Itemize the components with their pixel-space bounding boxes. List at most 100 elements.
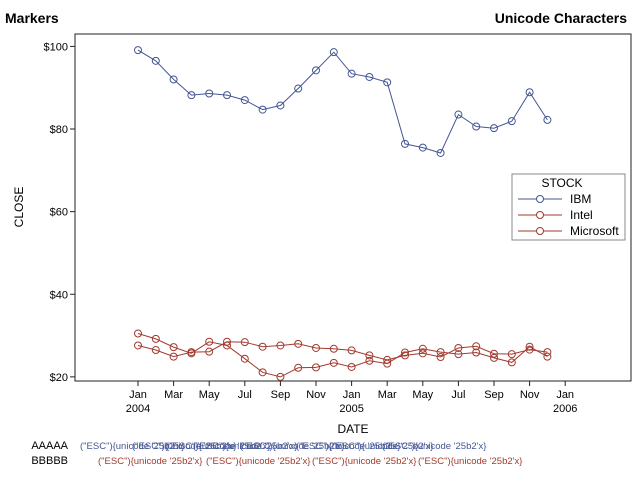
legend-marker [536,195,544,203]
data-point-microsoft [329,344,338,353]
x-tick-label: Jan [343,389,361,401]
footnote-row2-item: ("ESC"){unicode '25b2'x} [312,456,416,467]
chart-title-left: Markers [5,10,59,26]
data-point-ibm [472,122,481,131]
data-point-microsoft [294,339,303,348]
footnote-row1-item: ("ESC"){unicode '25b2'x} [166,441,270,452]
series-line-intel [137,333,548,378]
legend-marker [536,227,544,235]
data-point-ibm [276,101,285,110]
data-point-microsoft [258,342,267,351]
data-point-ibm [418,143,427,152]
data-point-ibm [525,88,534,97]
data-point-microsoft [383,355,392,364]
legend-label: Intel [570,208,593,222]
data-point-microsoft [507,350,516,359]
plot-frame [74,33,632,382]
data-point-intel [205,337,214,346]
x-tick-label: Mar [164,389,183,401]
y-tick-label: $60 [50,207,68,219]
data-point-ibm [347,69,356,78]
x-tick-label: Jul [451,389,465,401]
data-point-intel [258,368,267,377]
series-line-ibm [137,49,548,154]
data-point-microsoft [401,351,409,360]
data-point-ibm [258,105,267,114]
legend-marker [536,211,544,219]
data-point-intel [365,356,374,365]
series-group [134,46,552,381]
data-point-microsoft [347,346,356,355]
x-tick-label: Sep [271,389,291,401]
x-tick-label: May [199,389,220,401]
y-tick-label: $80 [50,124,68,136]
data-point-ibm [454,110,463,119]
legend-title: STOCK [541,176,582,190]
data-point-ibm [187,91,196,100]
footnote-row1-item: ("ESC"){unicode '25b2'x} [193,441,297,452]
x-tick-year: 2006 [553,403,577,415]
series-line-microsoft [137,341,548,361]
data-point-ibm [436,148,445,157]
data-point-microsoft [151,346,160,355]
data-point-intel [240,354,249,363]
x-tick-year: 2005 [339,403,363,415]
data-point-ibm [401,139,409,148]
data-point-microsoft [454,343,463,352]
data-point-ibm [240,96,249,105]
data-point-microsoft [418,349,427,358]
data-point-intel [418,344,427,353]
data-point-intel [436,348,445,357]
legend: STOCK IBM Intel Microsoft [511,173,626,241]
data-point-microsoft [312,343,320,352]
data-point-microsoft [436,353,445,362]
data-point-ibm [507,117,516,126]
footnote-row2-item: ("ESC"){unicode '25b2'x} [418,456,522,467]
data-point-microsoft [276,341,285,350]
data-point-ibm [312,66,320,75]
legend-label: IBM [570,192,591,206]
data-point-intel [294,363,303,372]
data-point-ibm [329,48,338,57]
data-point-microsoft [187,348,196,357]
footnote-row1-item: ("ESC"){unicode '25b2'x} [240,441,344,452]
footnote-row1-label: AAAAA [31,440,68,452]
data-point-ibm [543,115,552,124]
data-point-ibm [294,84,303,93]
x-tick-year: 2004 [126,403,150,415]
footnote-row1-item: ("ESC"){unicode '25b2'x} [80,441,184,452]
legend-box [511,173,626,241]
footnote-row2-item: ("ESC"){unicode '25b2'x} [98,456,202,467]
data-point-ibm [205,89,214,98]
y-axis-label: CLOSE [12,187,26,228]
data-point-intel [347,362,356,371]
footnote-row2-label: BBBBB [31,455,68,467]
footnote-row1-item: ("ESC"){unicode '25b2'x} [296,441,400,452]
data-point-ibm [169,75,178,84]
x-axis-label: DATE [337,422,368,436]
data-point-intel [472,348,481,357]
footnote-row2-item: ("ESC"){unicode '25b2'x} [206,456,310,467]
footnote-row1-item: ("ESC"){unicode '25b2'x} [132,441,236,452]
data-point-intel [454,350,463,359]
y-axis: $20 $40 $60 $80 $100 [44,41,75,384]
data-point-intel [490,353,498,362]
data-point-ibm [490,124,498,133]
footnote-row1-item: ("ESC"){unicode '25b2'x} [382,441,486,452]
data-point-microsoft [223,337,231,346]
data-point-intel [276,372,285,381]
data-point-ibm [223,91,231,100]
data-point-intel [151,334,160,343]
x-tick-label: Mar [378,389,397,401]
y-tick-label: $20 [50,372,68,384]
data-point-microsoft [240,338,249,347]
legend-label: Microsoft [570,224,619,238]
data-point-microsoft [490,349,498,358]
data-point-intel [507,358,516,367]
data-point-intel [169,343,178,352]
footnote-row1-item: ("ESC"){unicode '25b2'x} [329,441,433,452]
x-tick-label: Sep [484,389,504,401]
data-point-microsoft [525,345,534,354]
data-point-microsoft [543,348,552,357]
